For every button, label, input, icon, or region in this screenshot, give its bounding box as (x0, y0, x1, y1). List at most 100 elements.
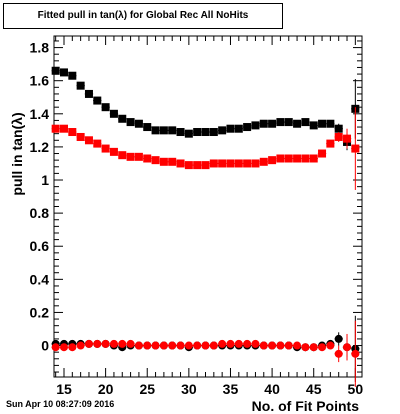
data-point (251, 121, 260, 130)
y-tick-label: 0.2 (30, 304, 50, 320)
data-point (301, 118, 310, 127)
data-point (226, 124, 235, 133)
y-tick-label: 1 (41, 172, 49, 188)
y-tick-label: 1.8 (30, 40, 50, 56)
data-point (326, 139, 335, 148)
data-point (151, 156, 160, 165)
data-point (176, 128, 185, 137)
data-point (251, 339, 260, 348)
data-point (59, 343, 68, 352)
data-point (159, 157, 168, 166)
series-0 (51, 66, 360, 151)
data-point (176, 341, 185, 350)
data-point (334, 334, 343, 343)
series-3 (51, 320, 360, 387)
data-point (68, 128, 77, 137)
data-point (84, 89, 93, 98)
data-point (301, 154, 310, 163)
data-point (51, 66, 60, 75)
data-point (109, 147, 118, 156)
data-point (309, 121, 318, 130)
data-points (51, 66, 360, 387)
data-point (209, 341, 218, 350)
data-point (151, 126, 160, 135)
data-point (101, 103, 110, 112)
data-point (351, 349, 360, 358)
data-point (201, 128, 210, 137)
data-point (93, 139, 102, 148)
data-point (118, 114, 127, 123)
x-tick-label: 50 (348, 381, 364, 397)
data-point (268, 119, 277, 128)
data-point (351, 144, 360, 153)
x-tick-label: 35 (223, 381, 239, 397)
data-point (184, 129, 193, 138)
data-point (276, 118, 285, 127)
data-point (151, 341, 160, 350)
data-point (251, 159, 260, 168)
x-tick-label: 15 (56, 381, 72, 397)
data-point (134, 341, 143, 350)
x-tick-label: 25 (139, 381, 155, 397)
data-point (234, 124, 243, 133)
data-point (93, 339, 102, 348)
x-tick-label: 40 (264, 381, 280, 397)
data-point (318, 119, 327, 128)
data-point (51, 124, 60, 133)
data-point (284, 341, 293, 350)
data-point (109, 109, 118, 118)
data-point (68, 343, 77, 352)
data-point (259, 119, 268, 128)
data-point (243, 123, 252, 132)
y-tick-label: 0.6 (30, 238, 50, 254)
data-point (193, 161, 202, 170)
data-point (226, 159, 235, 168)
data-point (218, 126, 227, 135)
data-point (293, 341, 302, 350)
data-point (176, 159, 185, 168)
data-point (134, 119, 143, 128)
data-point (326, 341, 335, 350)
x-tick-label: 30 (181, 381, 197, 397)
data-point (326, 119, 335, 128)
data-point (168, 157, 177, 166)
data-point (226, 339, 235, 348)
y-tick-label: 1.6 (30, 73, 50, 89)
data-point (259, 341, 268, 350)
data-point (159, 341, 168, 350)
series-1 (51, 107, 360, 190)
data-point (143, 154, 152, 163)
data-point (76, 81, 85, 90)
data-point (293, 154, 302, 163)
data-point (159, 126, 168, 135)
y-tick-label: 1.4 (30, 106, 50, 122)
data-point (184, 161, 193, 170)
data-point (234, 339, 243, 348)
data-point (309, 343, 318, 352)
title-box: Fitted pull in tan(λ) for Global Rec All… (3, 3, 283, 29)
data-point (68, 71, 77, 80)
data-point (59, 124, 68, 133)
data-point (334, 124, 343, 133)
data-point (284, 118, 293, 127)
data-point (143, 123, 152, 132)
data-point (126, 118, 135, 127)
data-point (218, 159, 227, 168)
y-tick-label: 0 (41, 338, 49, 354)
data-point (118, 151, 127, 160)
data-point (293, 119, 302, 128)
data-point (276, 341, 285, 350)
data-point (218, 339, 227, 348)
x-axis-title: No. of Fit Points (252, 398, 360, 414)
data-point (184, 341, 193, 350)
data-point (209, 128, 218, 137)
data-point (134, 152, 143, 161)
x-tick-label: 20 (98, 381, 114, 397)
data-point (259, 157, 268, 166)
data-point (284, 154, 293, 163)
data-point (126, 152, 135, 161)
data-point (343, 343, 352, 352)
x-tick-label: 45 (306, 381, 322, 397)
data-point (109, 339, 118, 348)
data-point (118, 339, 127, 348)
